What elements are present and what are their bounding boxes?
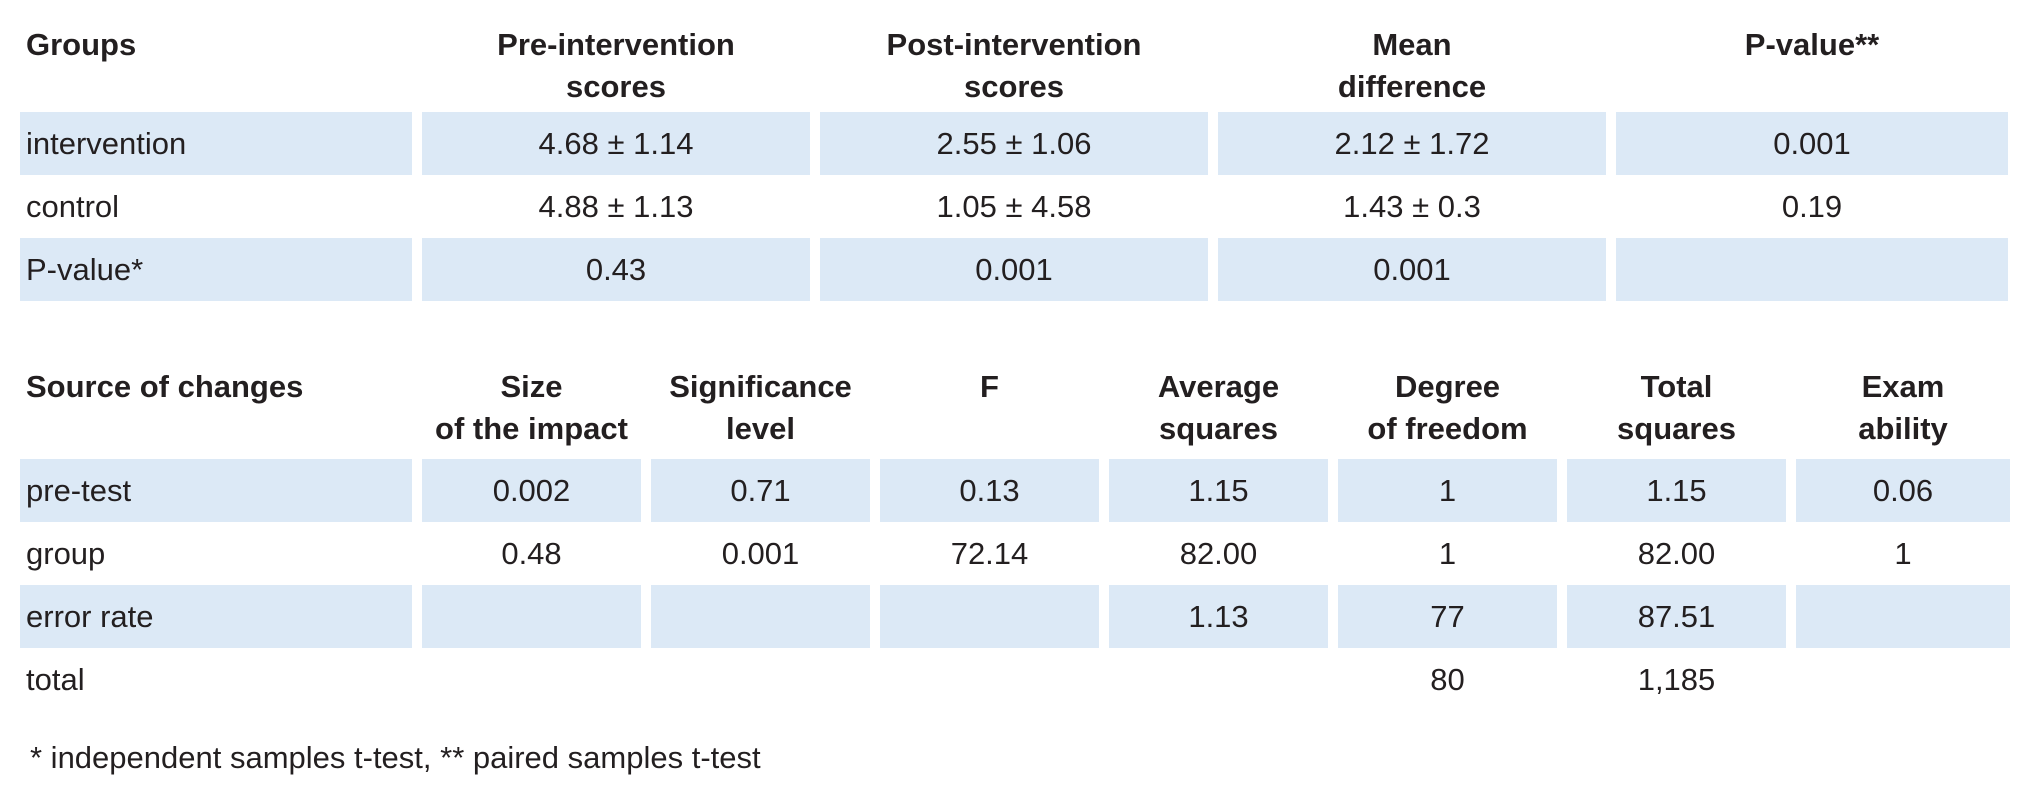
table2-row-group-label: group [26, 535, 106, 571]
table2-cell [651, 648, 870, 711]
table-footnote: * independent samples t-test, ** paired … [30, 740, 761, 775]
table1-cell: 4.68 ± 1.14 [422, 112, 810, 175]
table1-header-mean-diff: Mean difference [1337, 27, 1487, 104]
table1-cell: 0.001 [820, 238, 1208, 301]
table2-row-pretest-label: pre-test [20, 459, 412, 522]
table1-row-control-label: control [26, 188, 120, 224]
table2-header-f: F [980, 369, 999, 404]
table1-cell: 0.001 [1616, 112, 2008, 175]
table2-cell: 1 [1438, 535, 1457, 571]
table2-row-total-label: total [26, 661, 85, 697]
table2-cell: 1 [1894, 535, 1912, 571]
table2-cell: 1 [1338, 459, 1557, 522]
table1-cell: 1.05 ± 4.58 [936, 188, 1092, 224]
table2-cell: 0.13 [880, 459, 1099, 522]
table2-cell: 1.13 [1109, 585, 1328, 648]
table2-cell: 0.71 [651, 459, 870, 522]
table2-cell: 0.06 [1796, 459, 2010, 522]
table2-cell: 1.15 [1567, 459, 1786, 522]
table2-header-size: Size of the impact [435, 369, 628, 446]
table2-header-exam-ability: Exam ability [1858, 369, 1948, 446]
table2-cell [1796, 585, 2010, 648]
table2-header-average-squares: Average squares [1157, 369, 1280, 446]
table2-cell: 1.15 [1109, 459, 1328, 522]
table2-header-total-squares: Total squares [1617, 369, 1736, 446]
table2-cell: 72.14 [950, 535, 1029, 571]
table1-cell [1616, 238, 2008, 301]
table1-cell: 0.19 [1781, 188, 1843, 224]
table2-cell [422, 585, 641, 648]
table2-cell [880, 648, 1099, 711]
table2-cell [651, 585, 870, 648]
table2-header-source: Source of changes [26, 369, 304, 404]
table1-header-pre: Pre-intervention scores [497, 27, 735, 104]
table2-cell: 1,185 [1637, 661, 1716, 697]
table2-cell: 87.51 [1567, 585, 1786, 648]
table2-header-degree-freedom: Degree of freedom [1367, 369, 1528, 446]
table2-header-significance: Significance level [669, 369, 852, 446]
table2-cell: 0.002 [422, 459, 641, 522]
table1-cell: 2.12 ± 1.72 [1218, 112, 1606, 175]
table2-cell: 77 [1338, 585, 1557, 648]
table2-cell: 82.00 [1637, 535, 1716, 571]
table2-cell [1109, 648, 1328, 711]
table-intervention-scores: Groups Pre-intervention scores Post-inter… [20, 22, 2008, 301]
table1-header-pvalue: P-value** [1744, 27, 1880, 62]
table1-cell: 4.88 ± 1.13 [538, 188, 694, 224]
table-anova-results: Source of changes Size of the impact Sign… [20, 364, 2010, 711]
table2-row-error-label: error rate [20, 585, 412, 648]
table2-cell: 0.48 [501, 535, 562, 571]
table1-cell: 0.001 [1218, 238, 1606, 301]
table1-cell: 2.55 ± 1.06 [820, 112, 1208, 175]
table1-header-post: Post-intervention scores [886, 27, 1142, 104]
table2-cell: 0.001 [721, 535, 800, 571]
table2-cell [1796, 648, 2010, 711]
table2-cell: 80 [1430, 661, 1465, 697]
table1-cell: 0.43 [422, 238, 810, 301]
table2-cell: 82.00 [1179, 535, 1258, 571]
table2-cell [422, 648, 641, 711]
table2-cell [880, 585, 1099, 648]
table1-row-intervention-label: intervention [20, 112, 412, 175]
table1-row-pvalue-label: P-value* [20, 238, 412, 301]
table1-header-groups: Groups [26, 27, 137, 62]
table1-cell: 1.43 ± 0.3 [1343, 188, 1481, 224]
